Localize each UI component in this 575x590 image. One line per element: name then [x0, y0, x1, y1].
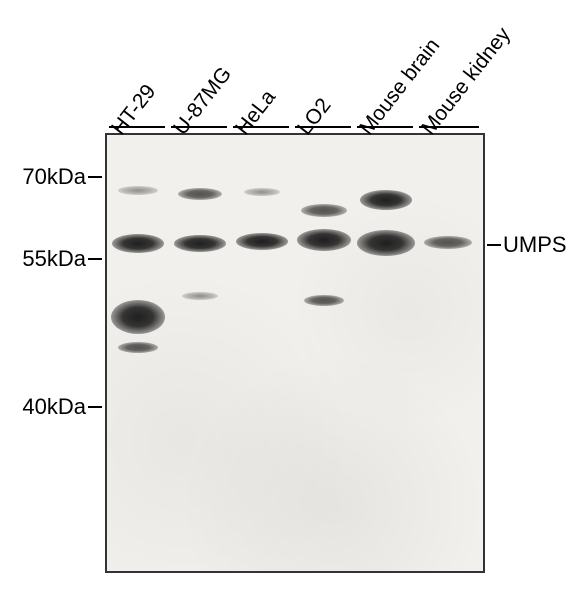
blot-band	[178, 188, 222, 200]
blot-band	[297, 229, 351, 251]
blot-band	[424, 236, 472, 249]
protein-name-label: UMPS	[503, 232, 567, 258]
blot-band	[174, 235, 226, 252]
blot-band	[357, 230, 415, 256]
blot-band	[118, 186, 158, 195]
protein-tick	[487, 244, 501, 246]
mw-tick	[88, 406, 102, 408]
mw-tick	[88, 258, 102, 260]
mw-label: 40kDa	[0, 394, 86, 420]
blot-band	[112, 234, 164, 253]
blot-band	[304, 295, 344, 306]
blot-band	[301, 204, 347, 217]
blot-band	[118, 342, 158, 353]
blot-band	[182, 292, 218, 300]
mw-label: 70kDa	[0, 164, 86, 190]
blot-membrane	[105, 133, 485, 573]
mw-label: 55kDa	[0, 246, 86, 272]
mw-tick	[88, 176, 102, 178]
membrane-texture	[107, 135, 483, 571]
western-blot-figure: HT-29U-87MGHeLaLO2Mouse brainMouse kidne…	[0, 0, 575, 590]
lane-label: HeLa	[231, 86, 281, 140]
blot-band	[111, 300, 165, 334]
lane-label: U-87MG	[169, 63, 237, 140]
blot-band	[360, 190, 412, 210]
blot-band	[244, 188, 280, 196]
blot-band	[236, 233, 288, 250]
lane-label: HT-29	[107, 80, 161, 140]
